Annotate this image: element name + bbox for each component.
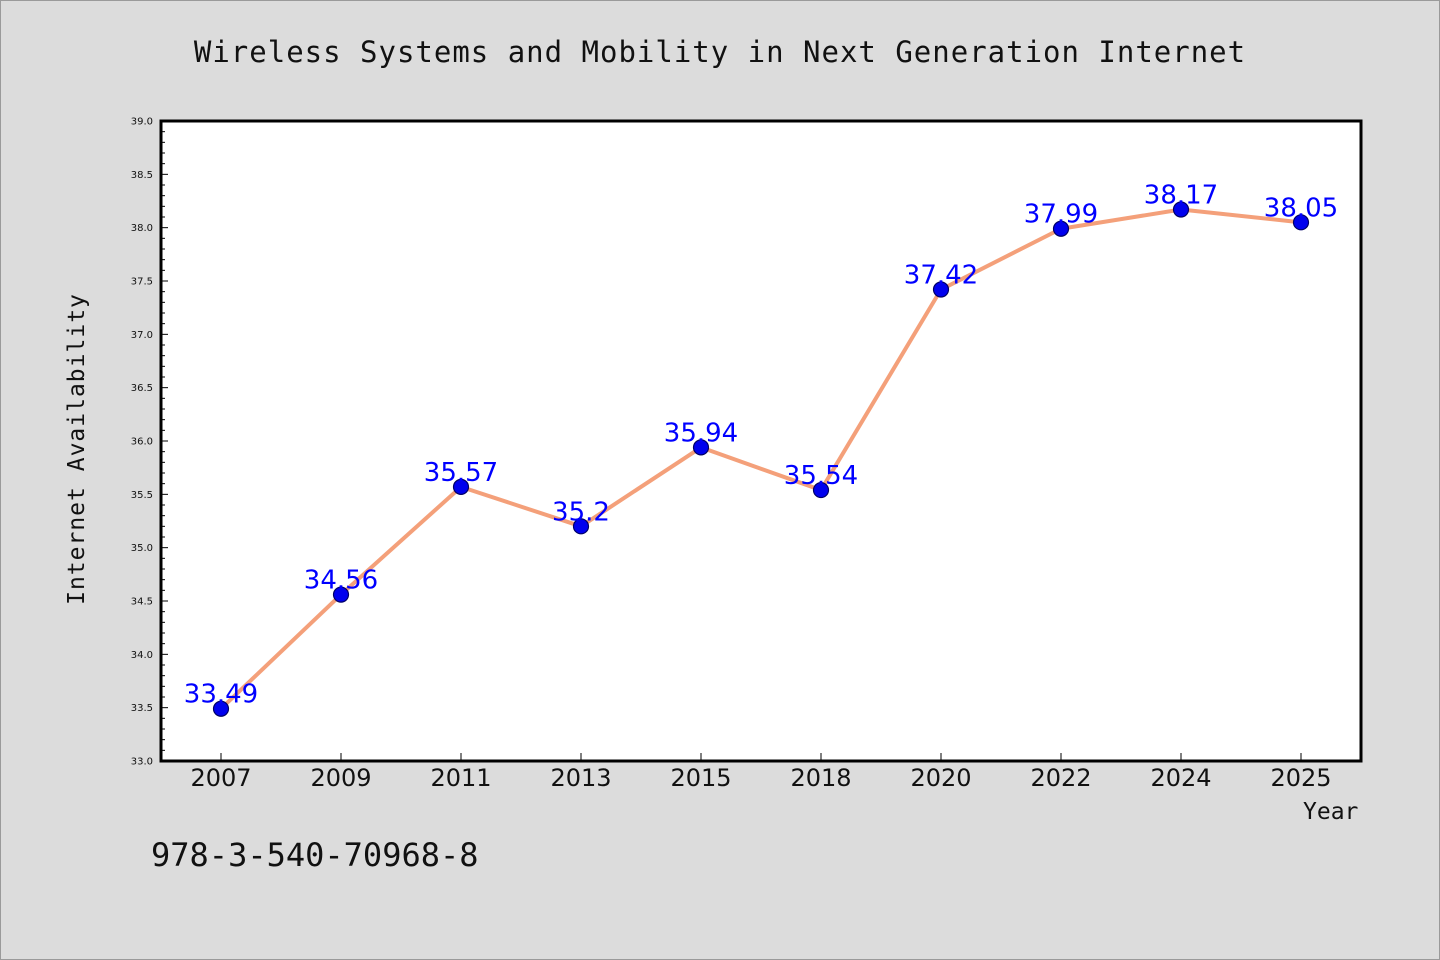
y-tick-label: 35.0 (131, 543, 153, 554)
y-tick-label: 34.0 (131, 650, 153, 661)
x-tick-label: 2025 (1270, 764, 1331, 792)
y-tick-label: 33.5 (131, 703, 153, 714)
y-tick-label: 38.0 (131, 223, 153, 234)
y-tick-label: 37.0 (131, 330, 153, 341)
data-label: 38.17 (1144, 181, 1218, 211)
plot-frame (159, 119, 1363, 763)
x-tick-label: 2007 (190, 764, 251, 792)
y-tick-label: 39.0 (131, 117, 153, 128)
x-tick-label: 2015 (670, 764, 731, 792)
y-tick-label: 36.5 (131, 383, 153, 394)
data-point-marker (332, 586, 350, 603)
data-point-marker (1052, 220, 1070, 237)
data-label: 34.56 (304, 566, 378, 596)
chart-title: Wireless Systems and Mobility in Next Ge… (193, 35, 1247, 69)
data-label: 37.99 (1024, 200, 1098, 230)
data-point-marker (1292, 214, 1310, 231)
y-tick-label: 34.5 (131, 597, 153, 608)
x-tick-label: 2020 (910, 764, 971, 792)
data-label: 38.05 (1264, 193, 1338, 223)
data-label: 35.94 (664, 418, 738, 448)
data-label: 35.2 (552, 497, 610, 527)
data-point-marker (212, 700, 230, 717)
data-point-marker (452, 478, 470, 495)
y-tick-label: 33.0 (131, 757, 153, 768)
y-tick-label: 37.5 (131, 277, 153, 288)
data-label: 35.57 (424, 458, 498, 488)
data-label: 35.54 (784, 461, 858, 491)
x-tick-label: 2024 (1150, 764, 1211, 792)
x-tick-label: 2009 (310, 764, 371, 792)
isbn-text: 978-3-540-70968-8 (151, 836, 479, 874)
series-line (219, 207, 1302, 711)
x-tick-label: 2022 (1030, 764, 1091, 792)
y-tick-label: 35.5 (131, 490, 153, 501)
x-axis-label: Year (1303, 799, 1359, 825)
data-point-marker (692, 439, 710, 456)
data-point-marker (932, 281, 950, 298)
data-point-marker (812, 481, 830, 499)
y-tick-label: 36.0 (131, 437, 153, 448)
data-point-marker (572, 518, 590, 535)
data-label: 33.49 (184, 680, 258, 710)
data-label: 37.42 (904, 261, 978, 291)
x-tick-label: 2018 (790, 764, 851, 792)
y-tick-label: 38.5 (131, 170, 153, 181)
plot-area (161, 121, 1361, 761)
x-tick-label: 2013 (550, 764, 611, 792)
x-tick-label: 2011 (430, 764, 491, 792)
data-point-marker (1172, 201, 1190, 218)
